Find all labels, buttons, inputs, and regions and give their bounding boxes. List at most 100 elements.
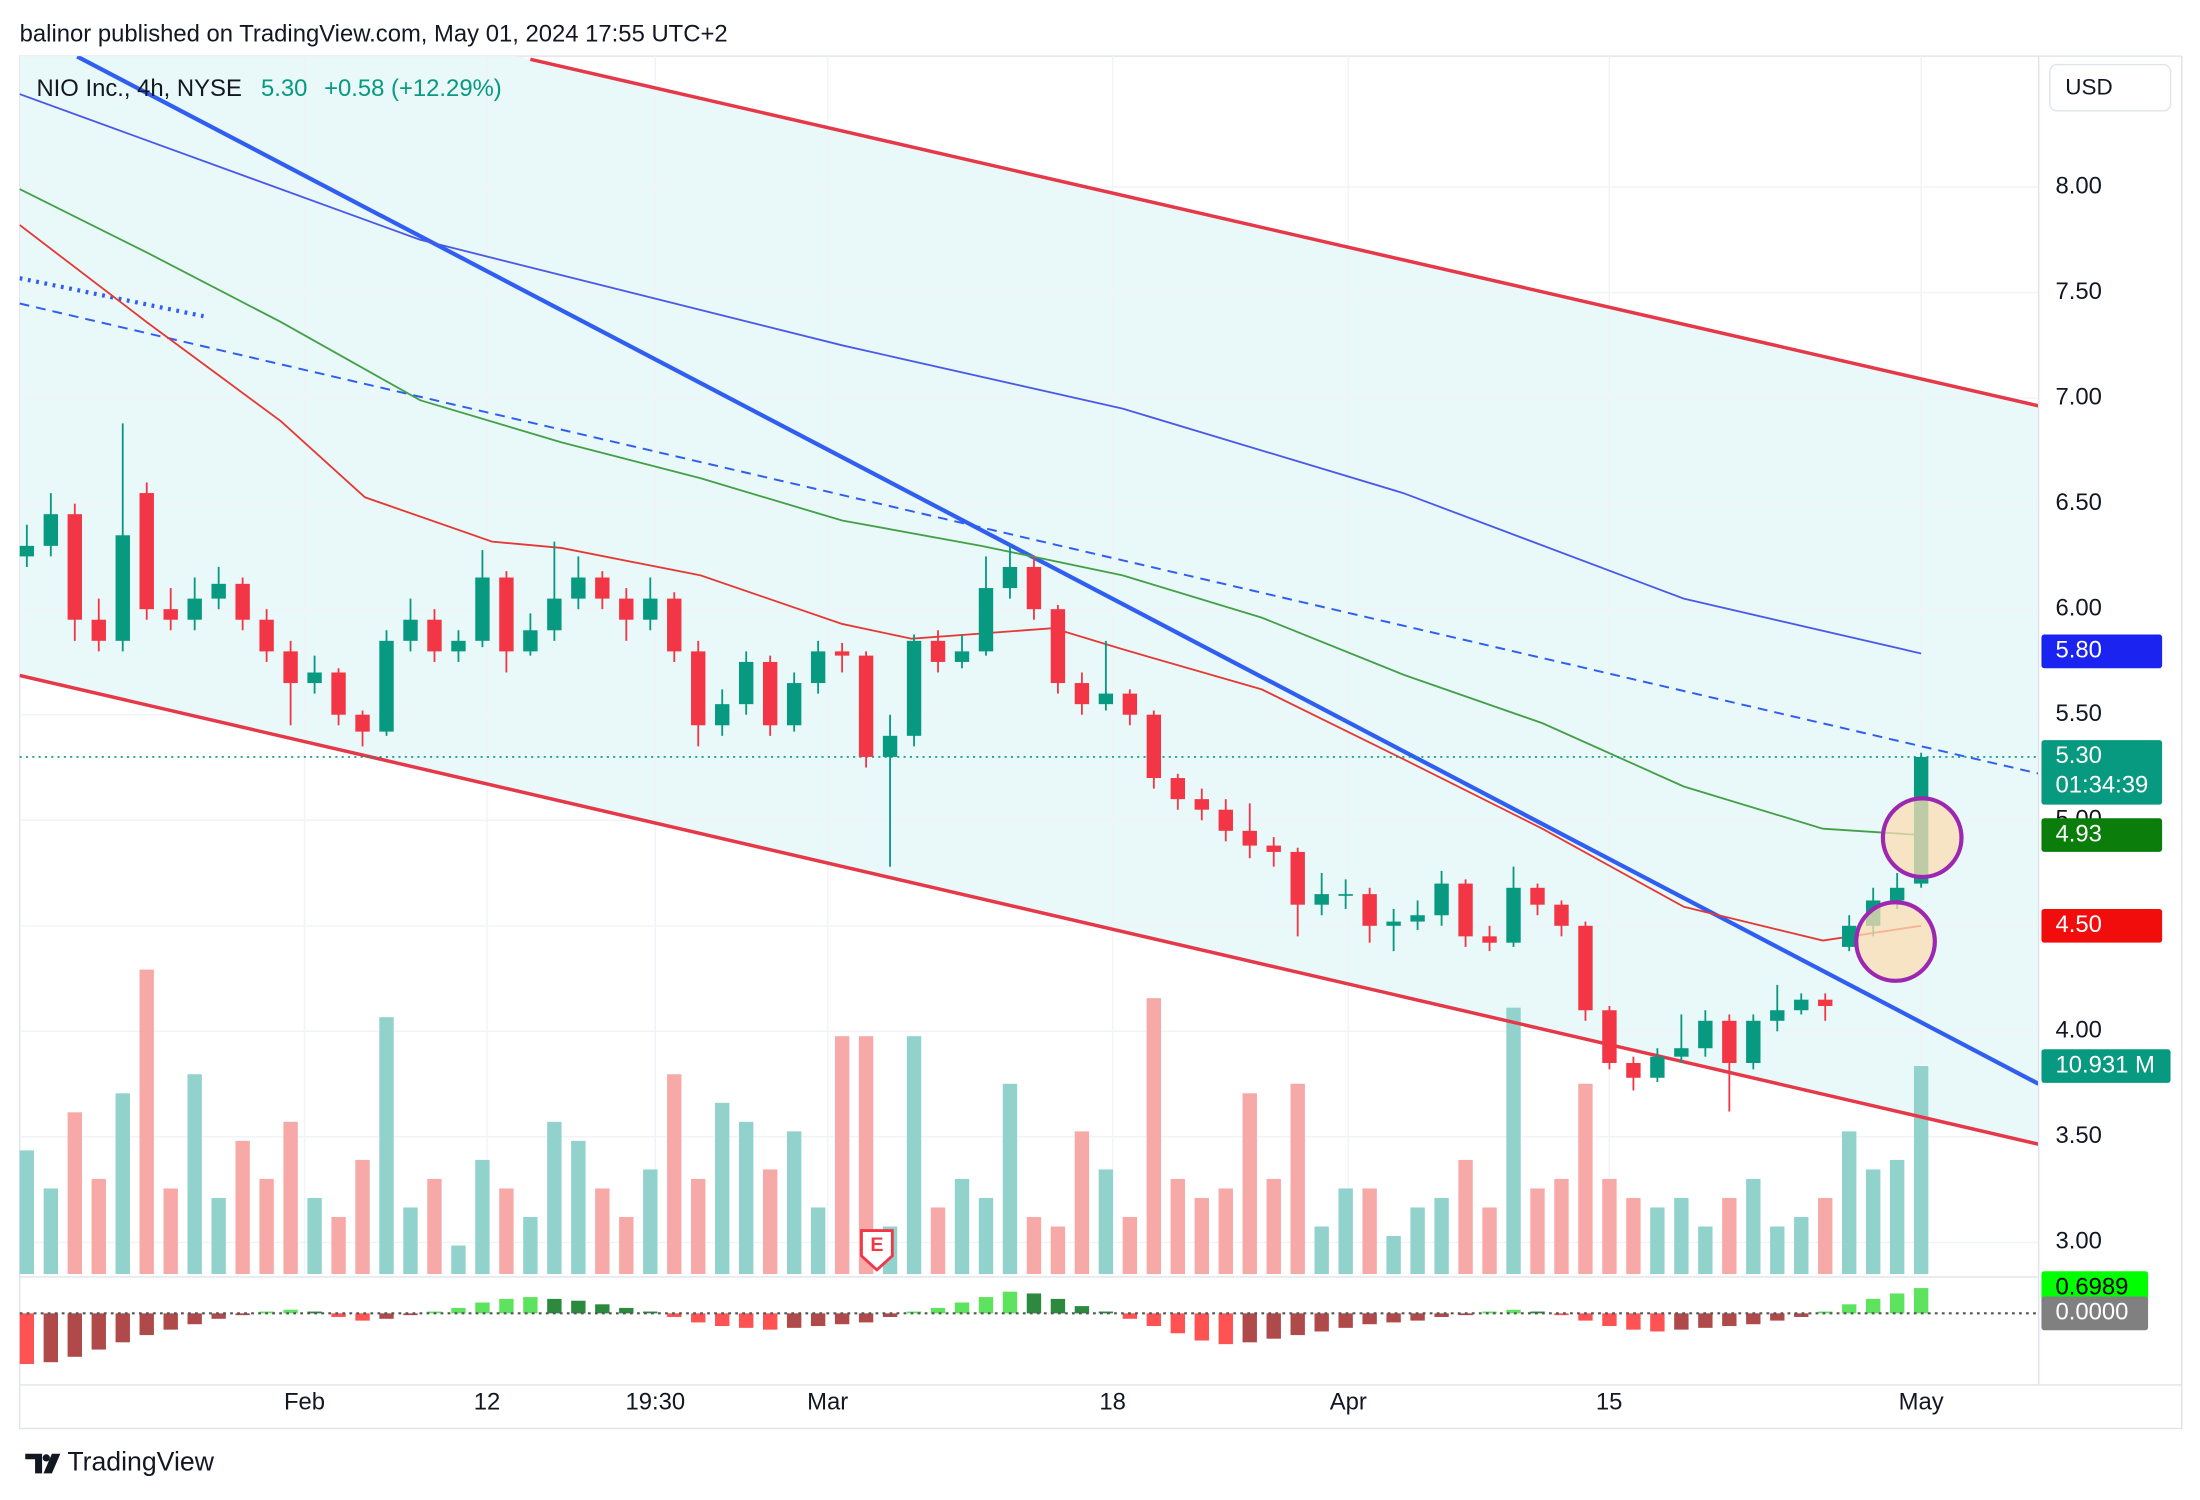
candle-body [667,598,682,652]
oscillator-bar [523,1297,538,1314]
oscillator-bar [667,1313,682,1317]
candle-body [1626,1063,1641,1078]
candle-body [715,704,730,726]
oscillator-bar [930,1307,946,1314]
candle-body [1290,851,1305,905]
candle-body [595,577,610,599]
oscillator-bar [187,1313,202,1325]
oscillator-bar [379,1313,394,1319]
candle-body [810,651,826,684]
volume-bar [786,1131,802,1275]
candle-body [1818,999,1833,1007]
candle-body [1266,845,1281,852]
candle-body [139,493,154,610]
oscillator-bar [1242,1313,1257,1343]
volume-bar [91,1178,106,1275]
candle-body [1050,609,1066,684]
volume-bar [187,1074,202,1275]
price-tag-label: 4.93 [2055,820,2101,847]
candle-body [1386,921,1401,926]
osc-tag-label: 0.0000 [2055,1299,2128,1326]
volume-bar [1722,1197,1737,1275]
candle-body [691,651,706,726]
volume-bar [1146,998,1162,1275]
oscillator-bar [1218,1313,1233,1345]
candle-body [1218,809,1233,831]
y-tick-label: 8.00 [2055,172,2101,199]
oscillator-bar [91,1313,106,1350]
x-tick-label: May [1899,1388,1944,1415]
candle-body [427,619,442,652]
moving-average [19,93,1922,655]
volume-bar [619,1216,634,1275]
currency-button[interactable] [2049,63,2172,112]
candle-body [1338,894,1353,896]
x-tick-label: Feb [284,1388,325,1415]
candle-body [1578,925,1593,1011]
candle-body [1314,894,1329,905]
osc-tag [2041,1271,2149,1305]
candle-body [834,651,850,656]
price-tag-label: 5.80 [2055,637,2101,664]
candle-body [1530,887,1545,905]
volume-bar [163,1188,178,1275]
volume-bar [1458,1159,1473,1275]
circle-annotations [1854,796,1964,983]
brand: TradingView [67,1447,214,1477]
countdown: 01:34:39 [2055,772,2148,799]
oscillator-bar [1698,1313,1713,1328]
candle-body [331,672,346,715]
currency[interactable]: USD [2065,74,2112,99]
volume-bar [762,1169,778,1275]
candle-body [1506,887,1521,943]
oscillator-bar [1122,1313,1138,1319]
oscillator-bar [834,1313,850,1325]
oscillator-bar [283,1309,298,1314]
volume-bar [307,1197,322,1275]
candle-body [1698,1020,1713,1049]
candle-body [1602,1010,1617,1064]
volume-bar [667,1074,682,1275]
volume-bar [67,1112,82,1275]
volume-bar [211,1197,226,1275]
channel-line [19,673,2039,1146]
candle-body [1842,925,1857,947]
candle-body [187,598,202,620]
volume-bar [571,1140,586,1275]
candle-body [643,598,658,620]
oscillator-bar [1626,1313,1641,1330]
volume-bar [1314,1226,1329,1275]
volume-bar [43,1188,59,1275]
oscillator-bar [1026,1293,1042,1314]
symbol: NIO Inc., 4h, NYSE [36,75,241,102]
candle-body [451,640,466,652]
volume-bar [499,1188,514,1275]
legend: NIO Inc., 4h, NYSE 5.30 +0.58 (+12.29%) [36,75,501,102]
volume-bar [1026,1216,1042,1275]
volume-bar [1746,1178,1761,1275]
candle-body [235,583,250,620]
oscillator-bar [978,1297,994,1314]
candle-body [906,640,922,736]
candle-body [259,619,274,652]
oscillator-bar [235,1313,250,1316]
candle-body [211,583,226,599]
candle-body [1650,1056,1665,1078]
oscillator-bar [1362,1313,1377,1325]
candle-body [499,577,514,652]
candle-body [1722,1020,1737,1064]
x-tick-label: 12 [474,1388,501,1415]
volume-bar [1098,1169,1114,1275]
event-label: E [870,1234,883,1256]
candle-body [619,598,634,620]
oscillator-bar [906,1311,922,1314]
oscillator-bar [1674,1313,1689,1330]
oscillator-bar [475,1302,490,1314]
volume-bar [691,1178,706,1275]
osc-tag-label: 0.6989 [2055,1273,2128,1300]
circle [1880,796,1964,880]
oscillator-bar [571,1300,586,1314]
oscillator-bar [1722,1313,1737,1327]
volume-bar [595,1188,610,1275]
